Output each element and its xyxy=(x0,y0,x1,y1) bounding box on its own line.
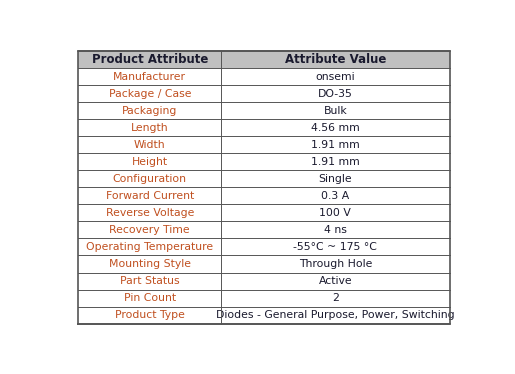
Bar xyxy=(78,187,450,204)
Text: Attribute Value: Attribute Value xyxy=(285,53,386,66)
Text: 2: 2 xyxy=(332,293,339,303)
Text: Diodes - General Purpose, Power, Switching: Diodes - General Purpose, Power, Switchi… xyxy=(216,310,455,320)
Text: Single: Single xyxy=(319,174,352,184)
Text: Forward Current: Forward Current xyxy=(106,191,194,201)
Bar xyxy=(78,119,450,136)
Bar xyxy=(78,255,450,273)
Bar xyxy=(78,68,450,85)
Text: 1.91 mm: 1.91 mm xyxy=(311,157,360,167)
Text: Length: Length xyxy=(131,123,168,133)
Text: Bulk: Bulk xyxy=(323,106,347,116)
Bar xyxy=(78,153,450,170)
Text: Packaging: Packaging xyxy=(122,106,178,116)
Bar xyxy=(78,221,450,239)
Text: Product Type: Product Type xyxy=(115,310,185,320)
Bar xyxy=(78,289,450,307)
Bar xyxy=(78,170,450,187)
Text: Product Attribute: Product Attribute xyxy=(92,53,208,66)
Text: Part Status: Part Status xyxy=(120,276,180,286)
Text: 0.3 A: 0.3 A xyxy=(321,191,350,201)
Text: 4 ns: 4 ns xyxy=(324,225,347,235)
Text: Recovery Time: Recovery Time xyxy=(110,225,190,235)
Text: 1.91 mm: 1.91 mm xyxy=(311,140,360,150)
Text: 4.56 mm: 4.56 mm xyxy=(311,123,360,133)
Text: Pin Count: Pin Count xyxy=(124,293,176,303)
Bar xyxy=(78,204,450,221)
Text: Height: Height xyxy=(132,157,168,167)
Text: DO-35: DO-35 xyxy=(318,89,353,99)
Bar xyxy=(78,239,450,255)
Text: 100 V: 100 V xyxy=(319,208,351,218)
Bar xyxy=(78,51,450,68)
Text: Package / Case: Package / Case xyxy=(109,89,191,99)
Text: Manufacturer: Manufacturer xyxy=(113,71,186,82)
Text: Mounting Style: Mounting Style xyxy=(109,259,191,269)
Text: Width: Width xyxy=(134,140,166,150)
Text: onsemi: onsemi xyxy=(316,71,355,82)
Text: Operating Temperature: Operating Temperature xyxy=(86,242,213,252)
Text: Configuration: Configuration xyxy=(113,174,187,184)
Bar xyxy=(78,102,450,119)
Text: Reverse Voltage: Reverse Voltage xyxy=(106,208,194,218)
Bar xyxy=(78,307,450,324)
Text: Through Hole: Through Hole xyxy=(299,259,372,269)
Bar xyxy=(78,273,450,289)
Text: -55°C ~ 175 °C: -55°C ~ 175 °C xyxy=(294,242,377,252)
Text: Active: Active xyxy=(319,276,352,286)
Bar xyxy=(78,136,450,153)
Bar xyxy=(78,85,450,102)
